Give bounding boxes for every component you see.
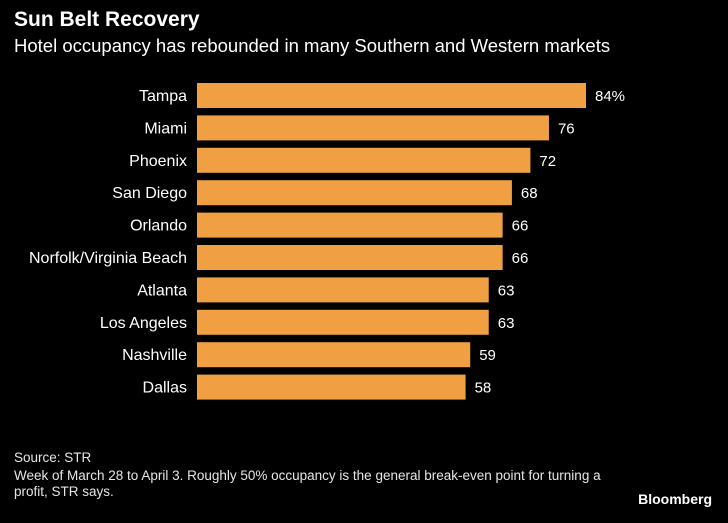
category-label-phoenix: Phoenix (129, 153, 187, 170)
value-label-tampa: 84% (595, 88, 625, 105)
bar-tampa (197, 83, 586, 108)
bloomberg-logo: Bloomberg (638, 491, 712, 507)
footnote: Week of March 28 to April 3. Roughly 50%… (14, 468, 601, 499)
category-label-dallas: Dallas (143, 380, 187, 397)
value-label-atlanta: 63 (498, 282, 515, 299)
bar-dallas (197, 374, 466, 400)
bars-layer (197, 83, 586, 400)
value-label-nashville: 59 (479, 347, 496, 364)
category-label-los-angeles: Los Angeles (100, 315, 187, 332)
value-label-phoenix: 72 (539, 153, 556, 170)
chart-subtitle: Hotel occupancy has rebounded in many So… (14, 35, 611, 56)
category-label-norfolk-virginia-beach: Norfolk/Virginia Beach (29, 250, 187, 267)
bar-miami (197, 115, 549, 141)
value-label-san-diego: 68 (521, 185, 538, 202)
value-label-los-angeles: 63 (498, 315, 515, 332)
category-label-san-diego: San Diego (112, 185, 187, 202)
bar-orlando (197, 212, 503, 238)
bar-nashville (197, 342, 471, 368)
bar-atlanta (197, 277, 489, 303)
value-label-orlando: 66 (512, 218, 529, 235)
value-label-miami: 76 (558, 120, 575, 137)
category-label-miami: Miami (144, 120, 187, 137)
category-label-atlanta: Atlanta (137, 282, 187, 299)
category-label-orlando: Orlando (130, 218, 187, 235)
chart-title: Sun Belt Recovery (14, 8, 200, 31)
source-note: Source: STR (14, 450, 92, 465)
bar-san-diego (197, 180, 512, 206)
category-label-nashville: Nashville (122, 347, 187, 364)
bar-phoenix (197, 147, 531, 173)
bar-norfolk-virginia-beach (197, 245, 503, 270)
value-label-dallas: 58 (475, 380, 492, 397)
category-label-tampa: Tampa (139, 88, 187, 105)
value-label-norfolk-virginia-beach: 66 (512, 250, 529, 267)
category-labels-layer: Tampa Miami Phoenix San Diego Orlando Norfolk… (29, 88, 187, 397)
bar-los-angeles (197, 309, 489, 335)
